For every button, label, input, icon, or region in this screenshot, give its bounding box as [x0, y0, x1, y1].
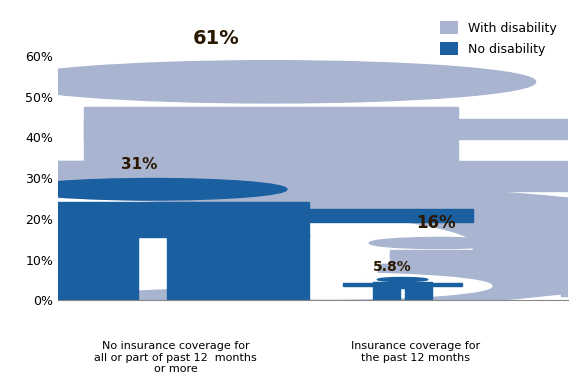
- Polygon shape: [378, 264, 580, 272]
- Polygon shape: [0, 209, 473, 222]
- Text: 5.8%: 5.8%: [373, 260, 412, 274]
- Polygon shape: [390, 253, 580, 258]
- Circle shape: [0, 171, 580, 320]
- Text: 16%: 16%: [416, 214, 455, 232]
- Polygon shape: [574, 272, 580, 291]
- Polygon shape: [343, 283, 462, 286]
- Polygon shape: [84, 119, 580, 139]
- Circle shape: [0, 196, 473, 295]
- Circle shape: [84, 266, 574, 306]
- Text: No insurance coverage for
all or part of past 12  months
or more: No insurance coverage for all or part of…: [94, 341, 257, 374]
- Text: 31%: 31%: [121, 157, 158, 172]
- Text: 61%: 61%: [193, 29, 240, 48]
- Circle shape: [369, 238, 508, 249]
- Polygon shape: [390, 249, 488, 264]
- Text: Insurance coverage for
the past 12 months: Insurance coverage for the past 12 month…: [351, 341, 480, 363]
- Circle shape: [6, 61, 535, 103]
- Polygon shape: [378, 264, 463, 291]
- Polygon shape: [38, 161, 364, 266]
- Circle shape: [165, 273, 492, 299]
- Polygon shape: [0, 202, 309, 237]
- Polygon shape: [373, 288, 400, 300]
- Legend: With disability, No disability: With disability, No disability: [434, 16, 562, 61]
- Polygon shape: [561, 290, 580, 296]
- Polygon shape: [166, 235, 309, 300]
- Polygon shape: [0, 235, 138, 300]
- Polygon shape: [84, 107, 458, 164]
- Polygon shape: [373, 282, 432, 288]
- Circle shape: [18, 179, 287, 200]
- Polygon shape: [38, 161, 580, 191]
- Polygon shape: [405, 288, 432, 300]
- Circle shape: [378, 278, 427, 281]
